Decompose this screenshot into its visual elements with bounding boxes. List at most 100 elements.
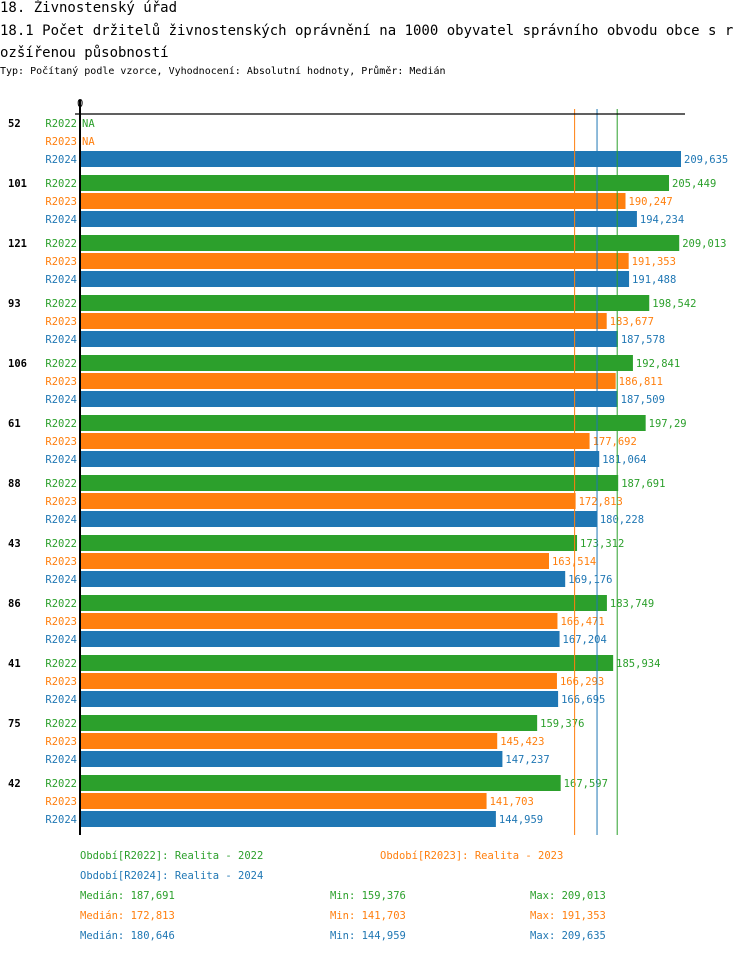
data-label: 180,228 <box>600 514 644 526</box>
data-label: 147,237 <box>505 754 549 766</box>
bar <box>81 253 629 269</box>
max-stat-r2022: Max: 209,013 <box>530 890 606 902</box>
min-stat-r2024: Min: 144,959 <box>330 930 406 942</box>
bar <box>81 553 549 569</box>
data-label: 183,677 <box>610 316 654 328</box>
series-label: R2022 <box>45 418 77 430</box>
series-label: R2024 <box>45 634 77 646</box>
bar <box>81 811 496 827</box>
data-label: 159,376 <box>540 718 584 730</box>
data-label: 144,959 <box>499 814 543 826</box>
bar <box>81 631 560 647</box>
min-stat-r2023: Min: 141,703 <box>330 910 406 922</box>
bar <box>81 151 681 167</box>
group-label: 42 <box>8 778 21 790</box>
bar <box>81 373 616 389</box>
data-label: 190,247 <box>629 196 673 208</box>
bar <box>81 175 670 191</box>
bar <box>81 211 637 227</box>
chart-title: 18.1 Počet držitelů živnostenských opráv… <box>0 23 734 61</box>
series-label: R2024 <box>45 514 77 526</box>
bar <box>81 331 618 347</box>
data-label: 166,293 <box>560 676 604 688</box>
group-label: 52 <box>8 118 21 130</box>
series-label: R2023 <box>45 796 77 808</box>
bar <box>81 295 650 311</box>
section-title: 18. Živnostenský úřad <box>0 0 178 16</box>
group-label: 101 <box>8 178 27 190</box>
bar <box>81 673 557 689</box>
series-label: R2022 <box>45 478 77 490</box>
bar <box>81 235 680 251</box>
bar <box>81 751 503 767</box>
data-label: 141,703 <box>490 796 534 808</box>
series-label: R2023 <box>45 736 77 748</box>
series-label: R2022 <box>45 358 77 370</box>
legend-period-r2022: Období[R2022]: Realita - 2022 <box>80 850 264 862</box>
group-label: 88 <box>8 478 21 490</box>
data-label: 197,29 <box>649 418 687 430</box>
bar <box>81 475 619 491</box>
series-label: R2023 <box>45 376 77 388</box>
data-label: 187,691 <box>621 478 665 490</box>
group-label: 93 <box>8 298 21 310</box>
data-label: 166,471 <box>560 616 604 628</box>
chart-subtitle: Typ: Počítaný podle vzorce, Vyhodnocení:… <box>0 66 446 77</box>
series-label: R2024 <box>45 154 77 166</box>
median-stat-r2023: Medián: 172,813 <box>80 910 175 922</box>
data-label: 169,176 <box>568 574 612 586</box>
min-stat-r2022: Min: 159,376 <box>330 890 406 902</box>
bar <box>81 451 600 467</box>
data-label: 187,578 <box>621 334 665 346</box>
series-label: R2022 <box>45 718 77 730</box>
data-label: 173,312 <box>580 538 624 550</box>
series-label: R2023 <box>45 196 77 208</box>
series-label: R2024 <box>45 754 77 766</box>
series-label: R2023 <box>45 316 77 328</box>
data-label: 181,064 <box>602 454 646 466</box>
group-label: 86 <box>8 598 21 610</box>
data-label: 177,692 <box>593 436 637 448</box>
series-label: R2022 <box>45 118 77 130</box>
series-label: R2022 <box>45 238 77 250</box>
group-label: 43 <box>8 538 21 550</box>
data-label: 172,813 <box>579 496 623 508</box>
bar <box>81 715 538 731</box>
bar <box>81 535 578 551</box>
group-label: 75 <box>8 718 21 730</box>
series-label: R2024 <box>45 574 77 586</box>
series-label: R2024 <box>45 334 77 346</box>
data-label: 145,423 <box>500 736 544 748</box>
series-label: R2023 <box>45 436 77 448</box>
bar <box>81 775 561 791</box>
series-label: R2022 <box>45 658 77 670</box>
bar <box>81 271 630 287</box>
data-label: 185,934 <box>616 658 660 670</box>
legend-period-r2023: Období[R2023]: Realita - 2023 <box>380 850 564 862</box>
series-label: R2024 <box>45 274 77 286</box>
series-label: R2023 <box>45 616 77 628</box>
data-label: NA <box>82 136 95 148</box>
bar <box>81 733 498 749</box>
bar <box>81 493 576 509</box>
max-stat-r2023: Max: 191,353 <box>530 910 606 922</box>
bar <box>81 391 618 407</box>
bar <box>81 313 607 329</box>
data-label: 191,488 <box>632 274 676 286</box>
series-label: R2022 <box>45 598 77 610</box>
legend-period-r2024: Období[R2024]: Realita - 2024 <box>80 870 264 882</box>
data-label: NA <box>82 118 95 130</box>
group-label: 41 <box>8 658 21 670</box>
bar <box>81 355 633 371</box>
median-stat-r2022: Medián: 187,691 <box>80 890 175 902</box>
series-label: R2024 <box>45 814 77 826</box>
series-label: R2024 <box>45 454 77 466</box>
data-label: 183,749 <box>610 598 654 610</box>
series-label: R2023 <box>45 496 77 508</box>
data-label: 209,013 <box>682 238 726 250</box>
bar <box>81 691 559 707</box>
max-stat-r2024: Max: 209,635 <box>530 930 606 942</box>
data-label: 191,353 <box>632 256 676 268</box>
series-label: R2022 <box>45 298 77 310</box>
